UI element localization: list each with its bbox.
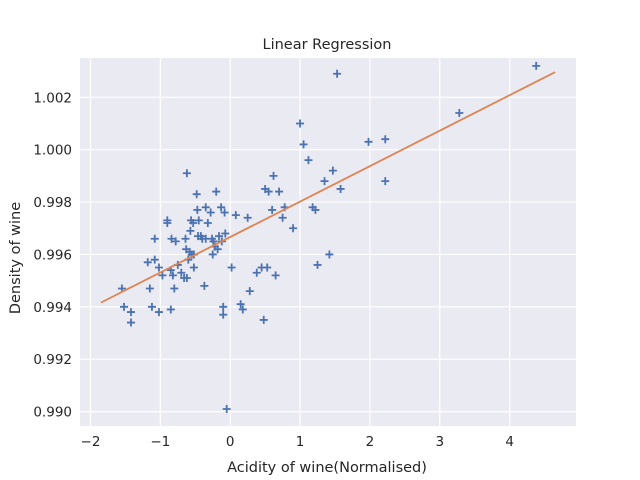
- x-tick-label: 1: [296, 434, 305, 450]
- scatter-point: [200, 281, 209, 290]
- plot-area: [80, 58, 576, 426]
- scatter-point: [193, 205, 202, 214]
- scatter-point: [170, 284, 179, 293]
- scatter-point: [221, 229, 230, 238]
- scatter-point: [201, 203, 210, 212]
- x-tick-label: −2: [81, 434, 101, 450]
- scatter-point: [189, 263, 198, 272]
- scatter-point: [238, 305, 247, 314]
- y-tick-label: 1.000: [33, 143, 72, 159]
- scatter-point: [364, 137, 373, 146]
- scatter-point: [203, 219, 212, 228]
- scatter-point: [296, 119, 305, 128]
- scatter-point: [154, 263, 163, 272]
- scatter-point: [212, 187, 221, 196]
- scatter-point: [186, 226, 195, 235]
- scatter-point: [192, 190, 201, 199]
- x-tick-labels: −2 −1 0 1 2 3 4: [81, 434, 514, 450]
- scatter-point: [333, 69, 342, 78]
- scatter-point: [209, 237, 218, 246]
- scatter-point: [227, 263, 236, 272]
- scatter-point: [208, 250, 217, 259]
- scatter-point: [143, 258, 152, 267]
- scatter-point: [126, 318, 135, 327]
- scatter-point: [194, 216, 203, 225]
- scatter-point: [181, 234, 190, 243]
- scatter-point: [259, 315, 268, 324]
- scatter-point: [166, 305, 175, 314]
- scatter-points: [117, 61, 541, 413]
- scatter-point: [268, 205, 277, 214]
- scatter-point: [189, 219, 198, 228]
- regression-line-group: [100, 71, 556, 304]
- scatter-point: [168, 271, 177, 280]
- scatter-point: [289, 224, 298, 233]
- x-tick-label: 0: [226, 434, 235, 450]
- scatter-point: [217, 203, 226, 212]
- y-tick-label: 0.998: [33, 195, 72, 211]
- x-tick-label: 3: [435, 434, 444, 450]
- scatter-point: [182, 274, 191, 283]
- scatter-point: [167, 234, 176, 243]
- scatter-point: [271, 271, 280, 280]
- y-tick-label: 0.992: [33, 352, 72, 368]
- chart-title: Linear Regression: [263, 37, 392, 53]
- scatter-point: [220, 208, 229, 217]
- scatter-point: [154, 308, 163, 317]
- scatter-point: [313, 260, 322, 269]
- scatter-point: [328, 166, 337, 175]
- scatter-point: [243, 213, 252, 222]
- scatter-point: [320, 177, 329, 186]
- scatter-point: [325, 250, 334, 259]
- scatter-point: [120, 302, 129, 311]
- scatter-point: [336, 184, 345, 193]
- y-tick-label: 1.002: [33, 90, 72, 106]
- scatter-point: [311, 205, 320, 214]
- x-axis-label: Acidity of wine(Normalised): [227, 460, 427, 476]
- scatter-point: [158, 271, 167, 280]
- scatter-point: [215, 232, 224, 241]
- scatter-point: [206, 208, 215, 217]
- scatter-point: [269, 171, 278, 180]
- scatter-point: [145, 284, 154, 293]
- scatter-point: [219, 302, 228, 311]
- x-tick-label: 2: [366, 434, 375, 450]
- scatter-point: [455, 109, 464, 118]
- scatter-point: [219, 310, 228, 319]
- scatter-point: [171, 237, 180, 246]
- scatter-point: [264, 187, 273, 196]
- scatter-point: [275, 187, 284, 196]
- y-tick-labels: 0.990 0.992 0.994 0.996 0.998 1.000 1.002: [33, 90, 72, 420]
- scatter-point: [278, 213, 287, 222]
- scatter-point: [381, 135, 390, 144]
- scatter-point: [150, 255, 159, 264]
- scatter-point: [177, 268, 186, 277]
- scatter-point: [263, 263, 272, 272]
- scatter-point: [163, 219, 172, 228]
- scatter-point: [304, 156, 313, 165]
- y-tick-label: 0.994: [33, 300, 72, 316]
- x-tick-label: 4: [505, 434, 514, 450]
- scatter-point: [150, 234, 159, 243]
- regression-line: [100, 71, 556, 304]
- scatter-point: [245, 287, 254, 296]
- scatter-point: [381, 177, 390, 186]
- y-tick-label: 0.990: [33, 405, 72, 421]
- x-tick-label: −1: [150, 434, 170, 450]
- scatter-point: [213, 245, 222, 254]
- scatter-point: [147, 302, 156, 311]
- scatter-point: [532, 61, 541, 70]
- scatter-point: [222, 404, 231, 413]
- scatter-point: [236, 300, 245, 309]
- scatter-point: [252, 268, 261, 277]
- y-axis-label: Density of wine: [8, 202, 24, 314]
- scatter-point: [231, 211, 240, 220]
- scatter-point: [299, 140, 308, 149]
- scatter-point: [126, 308, 135, 317]
- y-tick-label: 0.996: [33, 247, 72, 263]
- scatter-point: [182, 169, 191, 178]
